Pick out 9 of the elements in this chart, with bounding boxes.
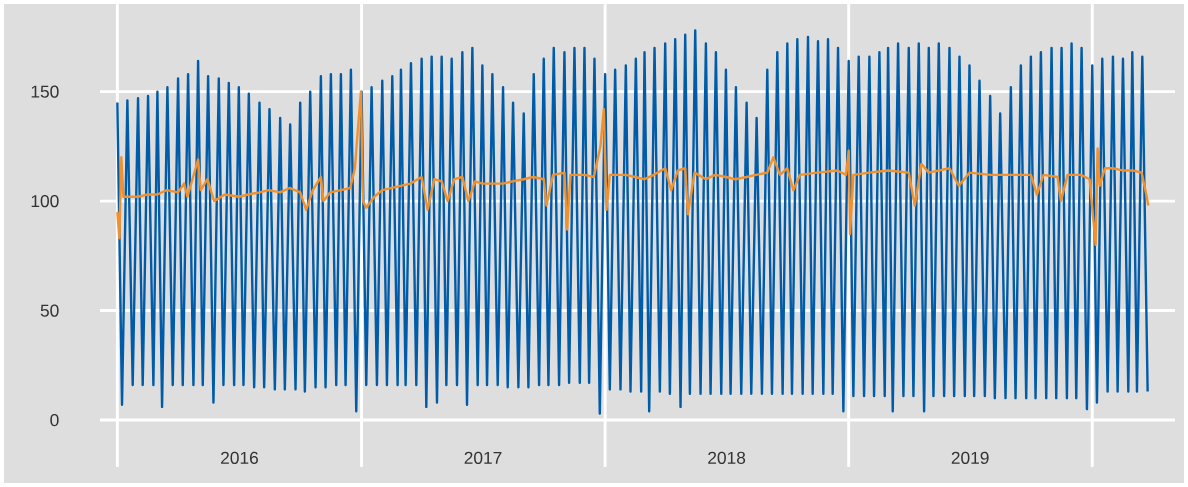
y-tick-label: 50: [40, 304, 59, 317]
y-tick-label: 150: [31, 85, 59, 98]
y-tick-label: 0: [50, 413, 59, 427]
line-series: [116, 29, 1149, 415]
x-tick-label: 2017: [464, 451, 502, 464]
x-tick-label: 2016: [221, 451, 258, 464]
y-tick-label: 100: [31, 194, 59, 208]
x-tick-label: 2019: [951, 451, 989, 464]
x-tick-label: 2018: [708, 451, 746, 464]
